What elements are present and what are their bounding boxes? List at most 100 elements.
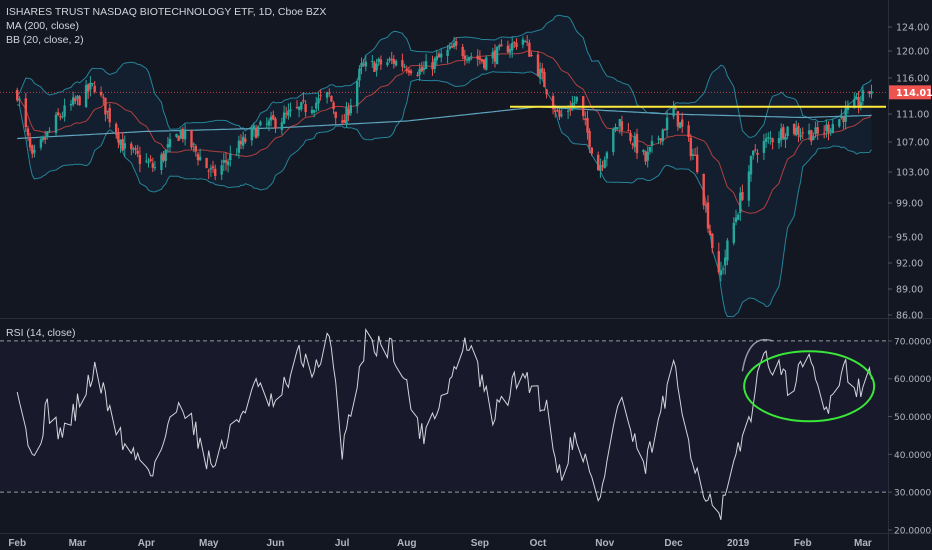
candle-body (726, 240, 729, 261)
candle-19 (74, 95, 77, 105)
candle-240 (739, 187, 742, 221)
candle-body (584, 118, 587, 120)
candle-47 (160, 152, 163, 175)
candle-64 (209, 164, 213, 177)
candle-body (93, 85, 96, 92)
candle-115 (362, 59, 365, 67)
candle-53 (177, 135, 180, 141)
candle-body (749, 156, 753, 175)
candle-193 (599, 158, 602, 178)
rsi-indicator-label[interactable]: RSI (14, close) (6, 327, 76, 339)
candle-52 (175, 133, 178, 138)
bb-basis-line (17, 50, 872, 214)
candle-body (523, 40, 527, 42)
candle-44 (149, 155, 152, 163)
candle-103 (328, 88, 331, 97)
candle-body (573, 102, 576, 104)
candle-body (401, 60, 404, 67)
candle-body (614, 127, 617, 130)
candle-237 (732, 217, 735, 246)
candle-271 (831, 119, 834, 134)
candle-153 (478, 50, 482, 65)
candle-body (681, 119, 684, 127)
candle-body (108, 108, 111, 123)
candle-body (235, 154, 238, 156)
candle-body (44, 138, 47, 140)
candle-162 (506, 40, 510, 54)
candle-body (528, 42, 531, 57)
rsi-axis[interactable]: 70.0000 60.0000 50.0000 40.0000 30.0000 20.00… (888, 337, 931, 537)
candle-body (511, 43, 514, 51)
candle-body (693, 155, 697, 156)
price-tick-label: 86.00 (896, 311, 923, 322)
candle-281 (861, 86, 865, 106)
candle-40 (136, 144, 139, 158)
candle-259 (797, 122, 800, 143)
candle-46 (153, 161, 157, 171)
candle-body (138, 154, 142, 164)
candle-200 (618, 118, 621, 134)
candle-48 (162, 151, 165, 163)
candle-246 (756, 149, 759, 163)
time-label: Jun (267, 538, 285, 549)
candle-body (455, 41, 458, 46)
candle-167 (521, 36, 525, 49)
candle-11 (48, 127, 51, 133)
candle-168 (523, 39, 527, 43)
candle-body (330, 95, 333, 102)
candle-146 (455, 37, 458, 50)
candle-body (347, 108, 350, 116)
symbol-title[interactable]: ISHARES TRUST NASDAQ BIOTECHNOLOGY ETF, … (6, 6, 327, 18)
candle-251 (771, 137, 774, 150)
candle-28 (102, 93, 105, 105)
candle-body (440, 53, 443, 58)
candle-body (452, 43, 456, 47)
candle-body (403, 66, 406, 68)
candle-129 (405, 65, 408, 74)
candle-body (229, 153, 232, 161)
candle-283 (870, 84, 873, 99)
candle-219 (676, 110, 680, 131)
candle-274 (842, 116, 845, 129)
candle-body (678, 122, 682, 129)
annotation-ellipse (743, 350, 876, 423)
candle-body (287, 110, 290, 116)
candle-266 (816, 121, 819, 140)
candle-body (629, 132, 632, 141)
candle-29 (104, 97, 107, 122)
candle-body (117, 133, 120, 143)
price-tick-label: 99.00 (896, 199, 923, 210)
ma-indicator-label[interactable]: MA (200, close) (6, 20, 79, 32)
time-axis[interactable]: Feb Mar Apr May Jun Jul Aug Sep Oct Nov Dec 2019 Feb… (8, 538, 872, 549)
candle-109 (345, 101, 348, 128)
candle-body (254, 127, 258, 139)
candle-body (868, 91, 871, 94)
candle-8 (41, 135, 45, 143)
candle-body (394, 60, 398, 66)
candle-body (356, 81, 359, 107)
candle-body (416, 74, 419, 76)
candle-93 (297, 105, 301, 118)
candle-body (704, 204, 707, 206)
candle-body (538, 69, 542, 79)
candle-236 (726, 238, 729, 266)
bb-indicator-label[interactable]: BB (20, close, 2) (6, 34, 84, 46)
candle-body (752, 150, 755, 156)
candle-body (795, 127, 798, 136)
candle-25 (91, 82, 94, 87)
candle-body (16, 90, 19, 101)
candle-body (151, 163, 154, 168)
candle-92 (295, 100, 299, 110)
candle-body (840, 115, 843, 119)
candle-body (844, 108, 847, 122)
candle-54 (179, 128, 182, 140)
price-axis[interactable]: 124.00 120.00 116.00 111.00 107.00 103.00 99.0… (888, 23, 932, 322)
candle-body (424, 61, 428, 69)
candle-120 (377, 57, 380, 67)
candle-body (435, 56, 438, 61)
candle-body (84, 85, 88, 107)
candle-body (183, 129, 187, 140)
candle-body (706, 202, 710, 229)
candle-159 (495, 45, 499, 65)
